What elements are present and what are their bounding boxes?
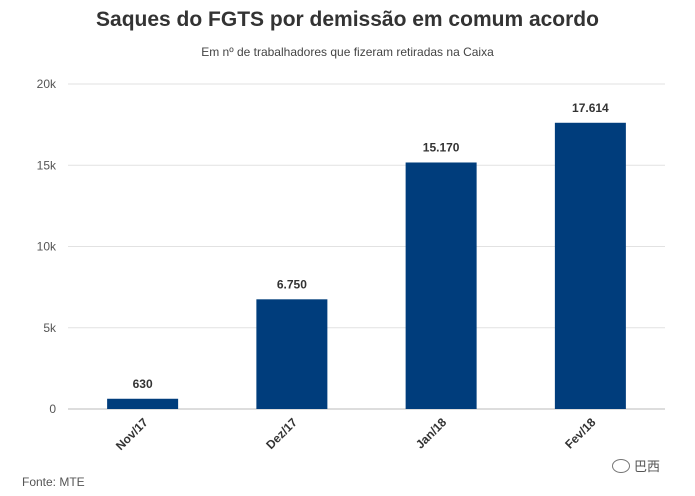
y-tick-label: 20k: [37, 77, 57, 91]
chart-title: Saques do FGTS por demissão em comum aco…: [96, 8, 599, 31]
bar: [107, 398, 179, 409]
y-tick-label: 0: [49, 402, 56, 416]
x-tick-label: Jan/18: [413, 415, 450, 452]
source-note: Fonte: MTE: [22, 475, 85, 489]
bar: [405, 162, 477, 409]
x-tick-label: Nov/17: [113, 415, 151, 453]
bar: [256, 299, 328, 409]
watermark: 巴西: [612, 456, 660, 475]
y-tick-label: 15k: [37, 158, 57, 172]
data-label: 6.750: [277, 277, 307, 291]
x-tick-label: Fev/18: [562, 415, 599, 452]
data-label: 17.614: [572, 101, 609, 115]
chat-bubble-icon: [612, 458, 630, 473]
chart-subtitle: Em nº de trabalhadores que fizeram retir…: [201, 45, 494, 59]
y-tick-label: 5k: [43, 321, 57, 335]
watermark-text: 巴西: [634, 459, 661, 474]
y-tick-label: 10k: [37, 240, 57, 254]
x-tick-label: Dez/17: [263, 415, 300, 452]
data-label: 630: [133, 377, 153, 391]
data-label: 15.170: [423, 140, 460, 154]
bar: [554, 122, 626, 410]
